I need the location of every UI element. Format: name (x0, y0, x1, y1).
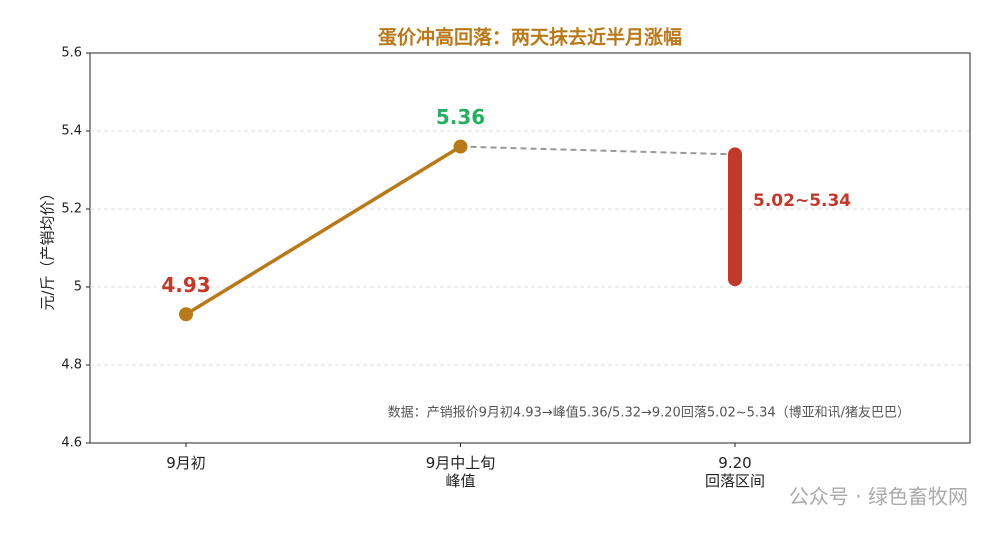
range-label: 5.02~5.34 (753, 191, 851, 211)
x-tick-label: 9月初 (166, 454, 206, 472)
point (179, 307, 193, 322)
point (453, 139, 468, 154)
x-tick-line: 9.20 (718, 454, 751, 472)
x-tick-line: 9月初 (166, 454, 206, 472)
data-label: 5.36 (436, 105, 485, 129)
y-tick-label: 5.2 (61, 202, 82, 217)
y-tick-label: 5.4 (61, 124, 82, 139)
x-tick-line: 回落区间 (705, 472, 765, 490)
y-tick-label: 5.6 (61, 46, 82, 61)
x-tick-label: 9月中上旬峰值 (426, 454, 496, 490)
plot-frame (89, 52, 971, 444)
chart-title: 蛋价冲高回落：两天抹去近半月涨幅 (378, 26, 682, 49)
dashed-line (460, 145, 736, 156)
x-tick-line: 9月中上旬 (426, 454, 496, 472)
y-tick-label: 5 (74, 280, 82, 295)
x-tick-label: 9.20 回落区间 (705, 454, 765, 490)
data-label: 4.93 (161, 273, 210, 297)
line (185, 145, 462, 316)
note: 数据：产销报价9月初4.93→峰值5.36/5.32→9.20回落5.02~5.… (388, 405, 910, 421)
x-tick-line: 峰值 (445, 472, 475, 490)
watermark: 公众号 · 绿色畜牧网 (789, 485, 968, 509)
y-tick-label: 4.6 (61, 436, 82, 451)
y-axis-label: 元/斤（产销均价） (39, 185, 57, 310)
y-tick-label: 4.8 (61, 358, 82, 373)
